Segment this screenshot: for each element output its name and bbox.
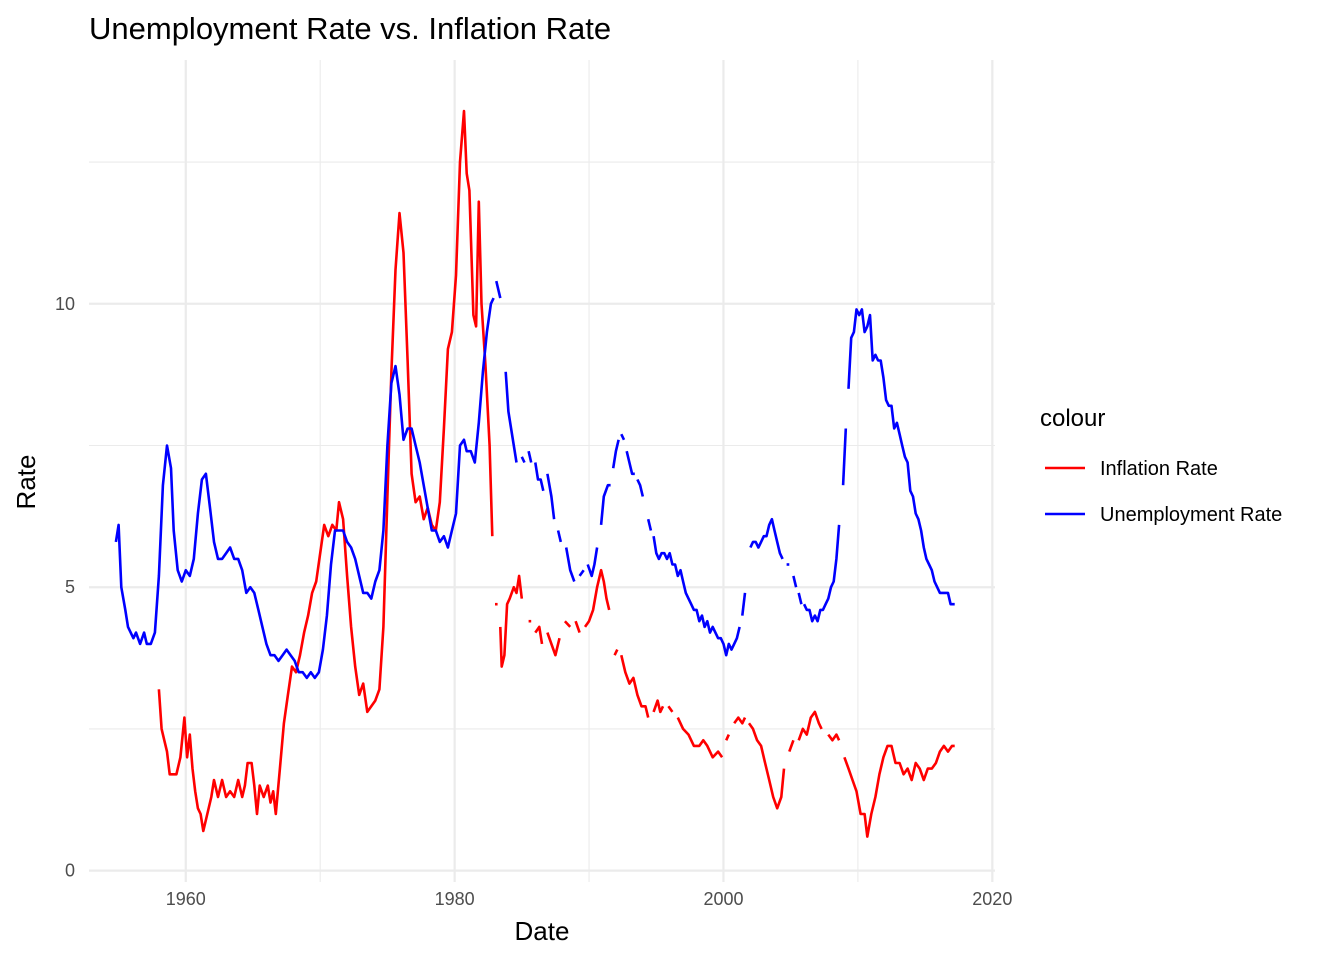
legend-label: Inflation Rate	[1100, 458, 1218, 480]
unemployment-rate-line-segment	[527, 450, 533, 463]
series-unemployment-rate	[114, 280, 955, 680]
unemployment-rate-line-segment	[792, 575, 798, 588]
inflation-rate-line-segment	[613, 649, 619, 656]
inflation-rate-line-segment	[725, 734, 730, 741]
legend-title: colour	[1040, 405, 1105, 432]
x-tick-label: 1960	[166, 889, 206, 909]
unemployment-rate-line-segment	[636, 478, 645, 497]
unemployment-rate-line-segment	[599, 483, 611, 526]
unemployment-rate-line-segment	[556, 530, 563, 543]
unemployment-rate-line-segment	[546, 473, 556, 520]
x-tick-label: 2020	[972, 889, 1012, 909]
inflation-rate-line-segment	[563, 620, 572, 628]
unemployment-rate-line-segment	[114, 297, 495, 680]
unemployment-rate-line-segment	[620, 433, 626, 441]
inflation-rate-line-segment	[788, 739, 795, 753]
inflation-rate-line-segment	[534, 625, 544, 645]
inflation-rate-line-segment	[546, 632, 561, 657]
inflation-rate-line-segment	[157, 109, 494, 833]
legend-label: Unemployment Rate	[1100, 504, 1282, 526]
inflation-rate-line-segment	[574, 620, 581, 634]
unemployment-rate-line-segment	[802, 524, 841, 623]
inflation-rate-line-segment	[499, 574, 524, 668]
unemployment-rate-line-segment	[847, 308, 955, 606]
unemployment-rate-line-segment	[520, 456, 526, 464]
plot-grid	[89, 60, 995, 882]
plot-series	[114, 109, 955, 838]
inflation-rate-line-segment	[652, 699, 665, 714]
x-axis-title: Date	[515, 916, 570, 946]
unemployment-rate-line-segment	[625, 450, 635, 476]
y-tick-label: 0	[65, 861, 75, 881]
unemployment-rate-line-segment	[611, 439, 620, 469]
unemployment-rate-line-segment	[749, 517, 784, 560]
series-inflation-rate	[157, 109, 955, 838]
unemployment-rate-line-segment	[504, 371, 518, 463]
unemployment-rate-line-segment	[797, 592, 803, 605]
chart-title: Unemployment Rate vs. Inflation Rate	[89, 11, 611, 46]
unemployment-rate-line-segment	[652, 535, 741, 657]
unemployment-rate-line-segment	[841, 428, 848, 486]
inflation-rate-line-segment	[827, 733, 841, 742]
unemployment-rate-line-segment	[586, 547, 599, 578]
unemployment-rate-line-segment	[534, 462, 545, 492]
axes: 1960 1980 2000 2020 0 5 10	[55, 294, 1012, 909]
x-tick-label: 1980	[435, 889, 475, 909]
inflation-rate-line-segment	[733, 716, 747, 725]
y-tick-label: 5	[65, 577, 75, 597]
inflation-rate-line-segment	[583, 568, 611, 628]
inflation-rate-line-segment	[620, 654, 650, 718]
unemployment-rate-line-segment	[564, 547, 576, 582]
y-tick-label: 10	[55, 294, 75, 314]
legend-entries: Inflation Rate Unemployment Rate	[1045, 458, 1282, 526]
unemployment-rate-line-segment	[741, 592, 747, 616]
x-tick-label: 2000	[703, 889, 743, 909]
inflation-rate-line-segment	[843, 744, 955, 838]
unemployment-rate-line-segment	[495, 280, 502, 299]
inflation-rate-line-segment	[797, 710, 823, 741]
unemployment-rate-line-segment	[578, 569, 585, 577]
inflation-rate-line-segment	[667, 705, 674, 713]
inflation-rate-line-segment	[676, 717, 724, 759]
inflation-rate-line-segment	[747, 722, 786, 810]
legend: colour Inflation Rate Unemployment Rate	[1040, 405, 1282, 526]
unemployment-rate-line-segment	[646, 518, 653, 531]
y-axis-title: Rate	[11, 455, 41, 510]
